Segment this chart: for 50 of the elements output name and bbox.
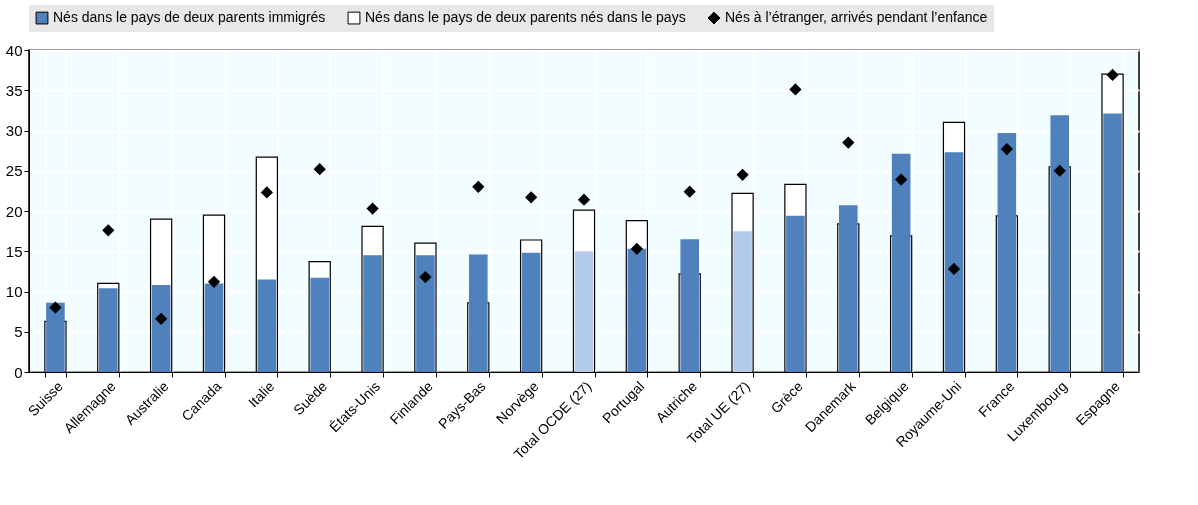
point — [1053, 164, 1066, 177]
y-tick-label: 20 — [5, 202, 23, 220]
point — [102, 224, 115, 237]
legend-label: Nés dans le pays de deux parents immigrés — [53, 9, 326, 26]
point — [683, 185, 696, 198]
bar — [574, 251, 594, 372]
point — [49, 301, 62, 314]
point — [630, 242, 643, 255]
point — [260, 186, 273, 199]
point — [313, 163, 326, 176]
point — [789, 83, 802, 96]
bar — [891, 153, 911, 372]
y-tick-label: 35 — [5, 81, 23, 99]
y-tick-label: 10 — [5, 283, 23, 300]
y-tick-label: 15 — [5, 242, 23, 260]
point — [1106, 68, 1119, 82]
bar — [1103, 113, 1122, 372]
y-tick-label: 40 — [5, 41, 23, 59]
y-tick-label: 30 — [5, 122, 23, 139]
point — [895, 173, 908, 186]
bar — [521, 252, 541, 372]
y-tick-label: 0 — [14, 363, 23, 381]
point — [577, 193, 591, 206]
bar — [257, 279, 277, 372]
y-tick-label: 5 — [14, 323, 23, 341]
bar — [627, 248, 647, 372]
point — [207, 275, 221, 288]
legend-label: Nés à l’étranger, arrivés pendant l’enfance — [725, 9, 988, 26]
point — [1000, 142, 1013, 156]
bar — [786, 215, 805, 372]
point — [525, 191, 538, 204]
point — [419, 270, 432, 284]
point — [736, 168, 749, 181]
y-tick-label: 25 — [5, 162, 23, 180]
point — [842, 136, 855, 149]
bar — [416, 255, 435, 372]
point — [155, 312, 168, 325]
point — [366, 202, 379, 215]
bar — [310, 277, 330, 372]
bar — [151, 285, 171, 372]
legend-label: Nés dans le pays de deux parents nés dans le pays — [365, 9, 686, 26]
bar — [944, 152, 964, 372]
bar — [204, 283, 224, 372]
bar — [363, 255, 382, 372]
point — [947, 262, 961, 276]
bar — [997, 132, 1017, 372]
bar — [838, 205, 858, 372]
point — [472, 180, 485, 193]
bar — [733, 231, 752, 372]
bar — [1050, 115, 1070, 372]
